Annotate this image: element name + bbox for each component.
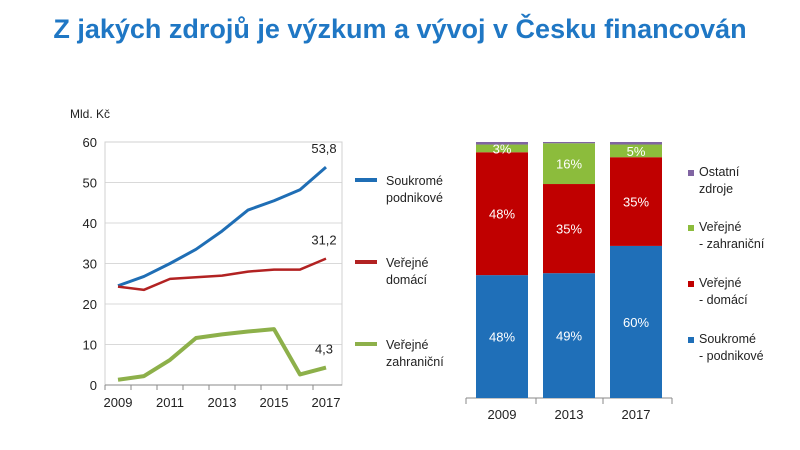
- y-tick-label: 10: [83, 338, 97, 353]
- data-label: 48%: [489, 207, 515, 222]
- legend-label: - domácí: [699, 293, 748, 307]
- bar-segment: [543, 273, 595, 398]
- data-label: 48%: [489, 330, 515, 345]
- bar-segment: [476, 152, 528, 276]
- data-label: 60%: [623, 315, 649, 330]
- bar-segment: [476, 144, 528, 153]
- bar-segment: [476, 142, 528, 145]
- y-tick-label: 40: [83, 216, 97, 231]
- legend-label: Soukromé: [699, 332, 756, 346]
- legend-label: - podnikové: [699, 349, 764, 363]
- bar-segment: [543, 184, 595, 274]
- bar-segment: [476, 275, 528, 398]
- bar-segment: [543, 142, 595, 144]
- bar-segment: [610, 144, 662, 158]
- legend-label: Veřejné: [386, 256, 428, 270]
- legend-label: zdroje: [699, 182, 733, 196]
- y-tick-label: 50: [83, 176, 97, 191]
- y-tick-label: 20: [83, 297, 97, 312]
- legend-swatch: [688, 281, 694, 287]
- x-tick-label: 2011: [156, 395, 184, 410]
- x-tick-label: 2017: [622, 407, 651, 422]
- end-label: 53,8: [311, 141, 336, 156]
- y-tick-label: 0: [90, 378, 97, 393]
- bar-segment: [543, 143, 595, 185]
- legend-label: zahraniční: [386, 355, 444, 369]
- x-tick-label: 2009: [104, 395, 133, 410]
- legend-label: podnikové: [386, 191, 443, 205]
- legend-label: Ostatní: [699, 165, 740, 179]
- legend-label: Veřejné: [699, 220, 741, 234]
- y-tick-label: 30: [83, 257, 97, 272]
- x-tick-label: 2013: [555, 407, 584, 422]
- bar-segment: [610, 245, 662, 398]
- data-label: 16%: [556, 157, 582, 172]
- x-tick-label: 2017: [312, 395, 341, 410]
- legend-label: domácí: [386, 273, 428, 287]
- data-label: 49%: [556, 329, 582, 344]
- legend-label: Soukromé: [386, 174, 443, 188]
- data-label: 35%: [556, 222, 582, 237]
- x-tick-label: 2015: [260, 395, 289, 410]
- legend-label: Veřejné: [699, 276, 741, 290]
- bar-segment: [610, 157, 662, 246]
- data-label: 3%: [493, 141, 512, 156]
- legend-swatch: [688, 170, 694, 176]
- x-tick-label: 2013: [208, 395, 237, 410]
- legend-label: Veřejné: [386, 338, 428, 352]
- data-label: 5%: [627, 144, 646, 159]
- legend-label: - zahraniční: [699, 237, 765, 251]
- series-line-1: [117, 257, 327, 292]
- y-axis-label: Mld. Kč: [70, 107, 110, 121]
- end-label: 31,2: [311, 233, 336, 248]
- end-label: 4,3: [315, 342, 333, 357]
- series-line-2: [117, 327, 327, 382]
- legend-swatch: [688, 337, 694, 343]
- page-title: Z jakých zdrojů je výzkum a vývoj v Česk…: [53, 14, 747, 44]
- x-tick-label: 2009: [488, 407, 517, 422]
- y-tick-label: 60: [83, 135, 97, 150]
- legend-swatch: [688, 225, 694, 231]
- bar-segment: [610, 142, 662, 145]
- series-line-0: [117, 165, 327, 288]
- data-label: 35%: [623, 195, 649, 210]
